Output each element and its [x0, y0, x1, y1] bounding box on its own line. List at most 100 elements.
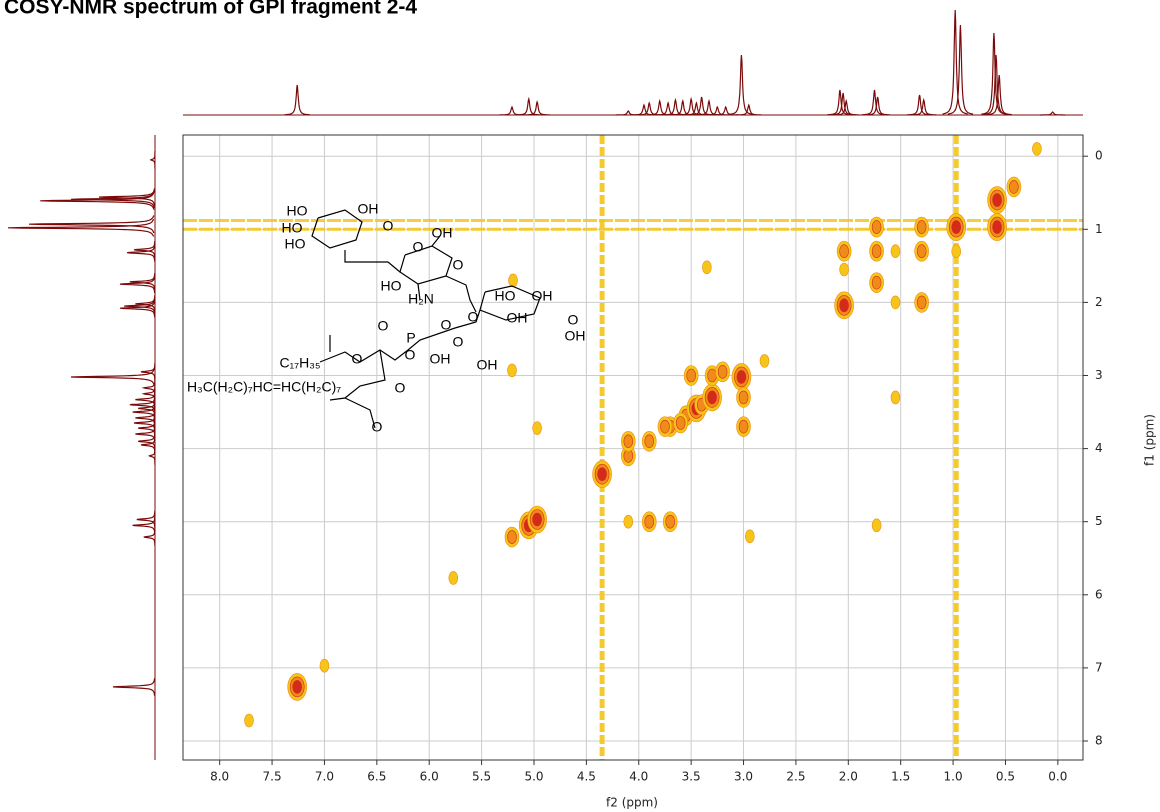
x-tick-label: 0.0: [1048, 770, 1067, 784]
cross-peak: [914, 216, 929, 238]
f2-projection-peak: [1040, 111, 1066, 116]
f1-projection-peak: [133, 241, 156, 259]
contour: [871, 220, 882, 234]
cross-peak: [736, 387, 751, 408]
structure-label: C₁₇H₃₅: [279, 355, 320, 371]
contour: [871, 275, 882, 290]
f1-projection-peak: [140, 363, 156, 381]
cross-peak: [951, 244, 962, 259]
contour: [951, 220, 962, 234]
structure-label: O: [453, 334, 464, 350]
contour: [244, 713, 254, 728]
y-tick-label: 4: [1095, 441, 1103, 455]
contour: [660, 419, 670, 434]
x-tick-label: 3.5: [682, 770, 701, 784]
structure-label: H₂N: [408, 291, 434, 307]
peak-layer: [244, 142, 1042, 728]
f1-projection-peak: [132, 516, 156, 535]
y-tick-label: 5: [1095, 514, 1103, 528]
x-tick-label: 2.5: [786, 770, 805, 784]
y-tick-label: 6: [1095, 587, 1103, 601]
plot-frame: [182, 134, 1084, 761]
x-tick-label: 4.5: [577, 770, 596, 784]
x-axis-label: f2 (ppm): [606, 796, 658, 810]
x-tick-label: 2.0: [839, 770, 858, 784]
chain: [319, 309, 481, 363]
structure-label: HO: [495, 288, 516, 304]
structure: [311, 209, 541, 429]
cross-peak: [623, 514, 634, 529]
structure-label: P: [406, 330, 415, 346]
contour: [839, 262, 849, 277]
cross-peak: [683, 365, 699, 386]
cross-peak: [745, 529, 755, 544]
contour: [916, 220, 927, 234]
cross-peak: [836, 240, 852, 262]
cross-peak: [287, 673, 308, 701]
x-tick-label: 8.0: [210, 770, 229, 784]
x-tick-label: 6.5: [367, 770, 386, 784]
structure-label: O: [352, 351, 363, 367]
contour: [507, 363, 517, 378]
f2-projection-peak: [942, 9, 968, 115]
contour: [738, 390, 749, 405]
bond: [431, 235, 441, 247]
structure-label: OH: [477, 357, 498, 373]
chain: [329, 349, 386, 401]
contour: [1032, 142, 1042, 156]
structure-label: OH: [432, 225, 453, 241]
structure-label: HO: [381, 278, 402, 294]
cross-peak: [448, 571, 459, 585]
f2-projection-peak: [728, 54, 754, 115]
contour: [871, 518, 882, 533]
contour: [707, 368, 717, 383]
x-tick-label: 1.0: [944, 770, 963, 784]
contour: [1009, 180, 1019, 194]
x-tick-label: 7.5: [263, 770, 282, 784]
f2-projection-peak: [736, 103, 762, 116]
y-tick-label: 7: [1095, 660, 1103, 674]
cross-peak: [673, 412, 688, 434]
y-tick-label: 0: [1095, 149, 1103, 163]
cross-peak: [319, 658, 330, 673]
y-tick-label: 1: [1095, 222, 1103, 236]
f2-projection-peak: [284, 84, 310, 116]
f2-projection-peak: [516, 96, 542, 116]
f2-projection-peak: [524, 100, 550, 116]
f1-projection-peak: [141, 379, 156, 397]
contour: [675, 416, 686, 430]
f2-projection-peak: [947, 24, 974, 115]
f1-projection-peak: [143, 528, 156, 546]
contour: [644, 434, 655, 449]
contour: [532, 421, 542, 435]
structure-label: O: [372, 419, 383, 435]
contour: [686, 368, 696, 383]
contour: [890, 244, 901, 259]
structure-label: O: [395, 380, 406, 396]
cross-peak: [869, 216, 884, 238]
contour: [916, 244, 927, 259]
structure-label: O: [405, 347, 416, 363]
f2-projection-peak: [713, 105, 739, 116]
structure-label: HO: [282, 220, 303, 236]
contour: [839, 244, 849, 259]
cross-peak: [890, 295, 901, 310]
contour: [890, 295, 901, 310]
y-tick-label: 2: [1095, 295, 1103, 309]
contour: [745, 529, 755, 544]
x-tick-label: 0.5: [996, 770, 1015, 784]
f2-projection-peak: [704, 105, 730, 116]
grid: [183, 135, 1083, 760]
cross-peak: [641, 511, 657, 532]
y-axis-label: f1 (ppm): [1143, 414, 1157, 466]
projections: [7, 9, 1066, 696]
cross-peak: [987, 186, 1007, 214]
cross-peak: [759, 354, 770, 368]
cross-peak: [871, 518, 882, 533]
cross-peak: [592, 460, 612, 488]
structure-label: O: [453, 257, 464, 273]
structure-label: OH: [430, 351, 451, 367]
contour: [707, 390, 717, 405]
ring: [311, 209, 363, 249]
